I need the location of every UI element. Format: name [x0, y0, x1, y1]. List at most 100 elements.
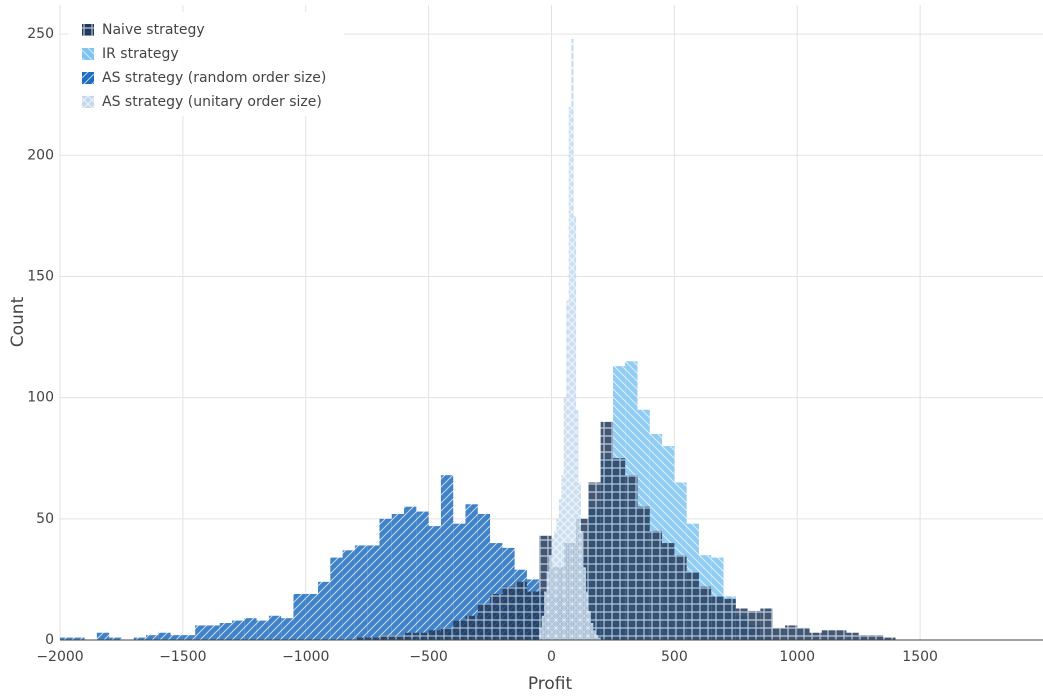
- bar: [391, 513, 405, 640]
- x-axis-title: Profit: [528, 674, 573, 694]
- bar: [195, 625, 208, 640]
- bar: [598, 637, 601, 640]
- bar: [379, 635, 392, 640]
- bar: [453, 620, 466, 640]
- bar: [268, 615, 282, 640]
- bar: [600, 421, 613, 640]
- bar: [305, 593, 319, 640]
- legend-swatch: [82, 96, 94, 108]
- bar: [735, 608, 749, 640]
- bar: [526, 591, 540, 640]
- y-tick-label: 150: [27, 268, 54, 284]
- legend-bg: [68, 12, 344, 116]
- bar: [698, 586, 712, 640]
- bar: [588, 482, 601, 640]
- bar: [549, 555, 552, 640]
- bar: [72, 637, 85, 640]
- bar: [219, 623, 233, 640]
- bar: [558, 499, 562, 640]
- legend-label: AS strategy (unitary order size): [102, 94, 322, 110]
- bar: [354, 637, 368, 640]
- y-axis-title: Count: [8, 296, 28, 347]
- bar: [293, 593, 306, 640]
- legend-label: IR strategy: [102, 46, 179, 62]
- x-tick-label: −1000: [282, 649, 329, 665]
- bar: [367, 637, 380, 640]
- legend-label: Naive strategy: [102, 22, 205, 38]
- bar: [546, 572, 550, 640]
- bar: [595, 635, 599, 640]
- bar: [612, 458, 626, 640]
- bar: [244, 618, 257, 640]
- bar: [281, 618, 294, 640]
- bar: [96, 632, 110, 640]
- bar: [797, 627, 810, 640]
- x-tick-label: 1500: [902, 649, 938, 665]
- bar: [772, 627, 785, 640]
- bar: [60, 637, 73, 640]
- bar: [662, 543, 675, 640]
- bar: [490, 593, 503, 640]
- y-tick-label: 200: [27, 147, 54, 163]
- bar: [809, 632, 822, 640]
- bar: [566, 300, 569, 640]
- bar: [583, 567, 586, 640]
- x-tick-label: −1500: [159, 649, 206, 665]
- bar: [318, 581, 331, 640]
- bar: [590, 623, 594, 640]
- bar: [404, 506, 417, 640]
- bar: [182, 635, 196, 640]
- bar: [465, 615, 478, 640]
- x-tick-label: −500: [409, 649, 447, 665]
- bar: [571, 38, 574, 641]
- bar: [404, 632, 417, 640]
- bar: [514, 581, 527, 640]
- bar: [477, 603, 491, 640]
- bar: [585, 591, 589, 640]
- bar: [625, 475, 638, 640]
- bar: [576, 409, 579, 640]
- x-tick-label: 0: [547, 649, 556, 665]
- bar: [453, 523, 466, 640]
- bar: [784, 625, 798, 640]
- legend-swatch: [82, 24, 94, 36]
- series: [539, 38, 601, 641]
- bar: [170, 635, 183, 640]
- bar: [391, 635, 405, 640]
- bar: [637, 506, 650, 640]
- bar: [580, 530, 584, 640]
- bar: [723, 598, 736, 640]
- bar: [593, 630, 596, 640]
- bar: [539, 627, 542, 640]
- legend-swatch: [82, 48, 94, 60]
- bar: [883, 637, 896, 640]
- bar: [109, 637, 122, 640]
- bar: [367, 545, 380, 640]
- x-tick-label: 500: [661, 649, 688, 665]
- bar: [561, 475, 564, 640]
- bar: [760, 608, 773, 640]
- bar: [556, 518, 559, 640]
- bar: [563, 397, 567, 640]
- bar: [416, 632, 429, 640]
- bar: [440, 475, 454, 640]
- bar: [354, 545, 368, 640]
- bar: [551, 538, 554, 640]
- x-tick-label: −2000: [36, 649, 83, 665]
- x-tick-label: 1000: [779, 649, 815, 665]
- bar: [379, 518, 392, 640]
- bar: [870, 635, 884, 640]
- legend-label: AS strategy (random order size): [102, 70, 326, 86]
- bar: [342, 550, 355, 640]
- bar: [330, 557, 343, 640]
- bar: [834, 630, 847, 640]
- bar: [588, 610, 591, 640]
- bar: [544, 591, 547, 640]
- bar: [578, 482, 581, 640]
- bar: [568, 106, 572, 641]
- bar: [440, 627, 454, 640]
- bar: [711, 596, 724, 640]
- bar: [674, 555, 687, 640]
- bar: [146, 635, 159, 640]
- bar: [573, 215, 577, 641]
